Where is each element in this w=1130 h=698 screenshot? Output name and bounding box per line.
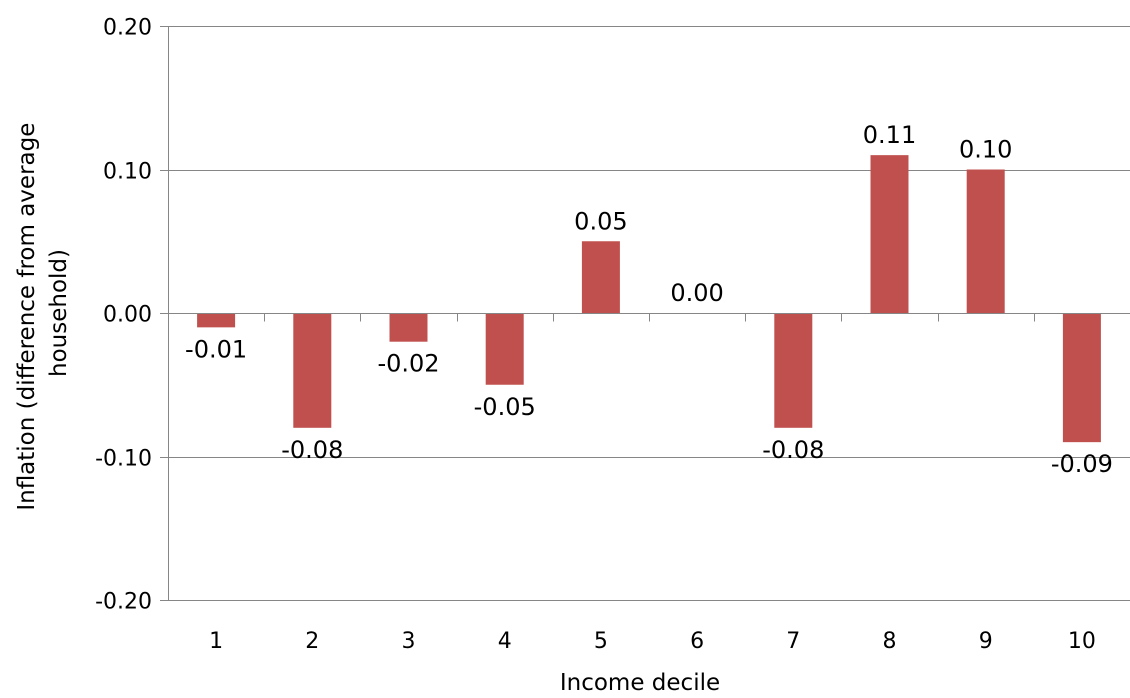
bar: [966, 169, 1005, 313]
bars: [197, 155, 1101, 443]
x-tick-label: 6: [690, 629, 704, 654]
bar: [197, 313, 236, 328]
axes: [160, 26, 1130, 601]
bar: [485, 313, 524, 385]
data-label: -0.05: [474, 393, 536, 421]
data-label: 0.05: [574, 207, 627, 235]
bar: [774, 313, 813, 428]
x-tick-label: 10: [1068, 629, 1096, 654]
bar: [870, 155, 909, 313]
data-label: 0.10: [959, 136, 1012, 164]
data-label: 0.00: [670, 279, 723, 307]
data-label: -0.02: [377, 350, 439, 378]
x-tick-labels: 1 2 3 4 5 6 7 8 9 10: [209, 629, 1096, 654]
y-tick-labels: 0.20 0.10 0.00 -0.10 -0.20: [95, 16, 152, 615]
x-tick-label: 9: [979, 629, 993, 654]
x-tick-label: 5: [594, 629, 608, 654]
y-tick-label: -0.20: [95, 590, 152, 615]
data-label: -0.08: [762, 436, 824, 464]
x-tick-label: 4: [498, 629, 512, 654]
bar: [293, 313, 332, 428]
data-label: -0.08: [281, 436, 343, 464]
y-tick-label: 0.00: [103, 303, 152, 328]
x-tick-label: 8: [883, 629, 897, 654]
y-axis-title-line-1: Inflation (difference from average: [14, 123, 40, 511]
y-axis-title-line-2: household): [46, 249, 72, 377]
data-labels: -0.01 -0.08 -0.02 -0.05 0.05 0.00 -0.08 0.11 0.1…: [185, 121, 1113, 478]
y-tick-label: 0.10: [103, 160, 152, 185]
y-axis-title: Inflation (difference from average house…: [14, 115, 72, 510]
y-tick-label: -0.10: [95, 447, 152, 472]
x-axis-title: Income decile: [560, 670, 720, 696]
bar: [1062, 313, 1101, 443]
x-tick-label: 7: [786, 629, 800, 654]
data-label: 0.11: [863, 121, 916, 149]
bar: [581, 241, 620, 313]
x-tick-label: 2: [305, 629, 319, 654]
x-tick-label: 3: [402, 629, 416, 654]
bar: [389, 313, 428, 342]
x-tick-label: 1: [209, 629, 223, 654]
data-label: -0.09: [1051, 450, 1113, 478]
y-tick-label: 0.20: [103, 16, 152, 41]
data-label: -0.01: [185, 335, 247, 363]
